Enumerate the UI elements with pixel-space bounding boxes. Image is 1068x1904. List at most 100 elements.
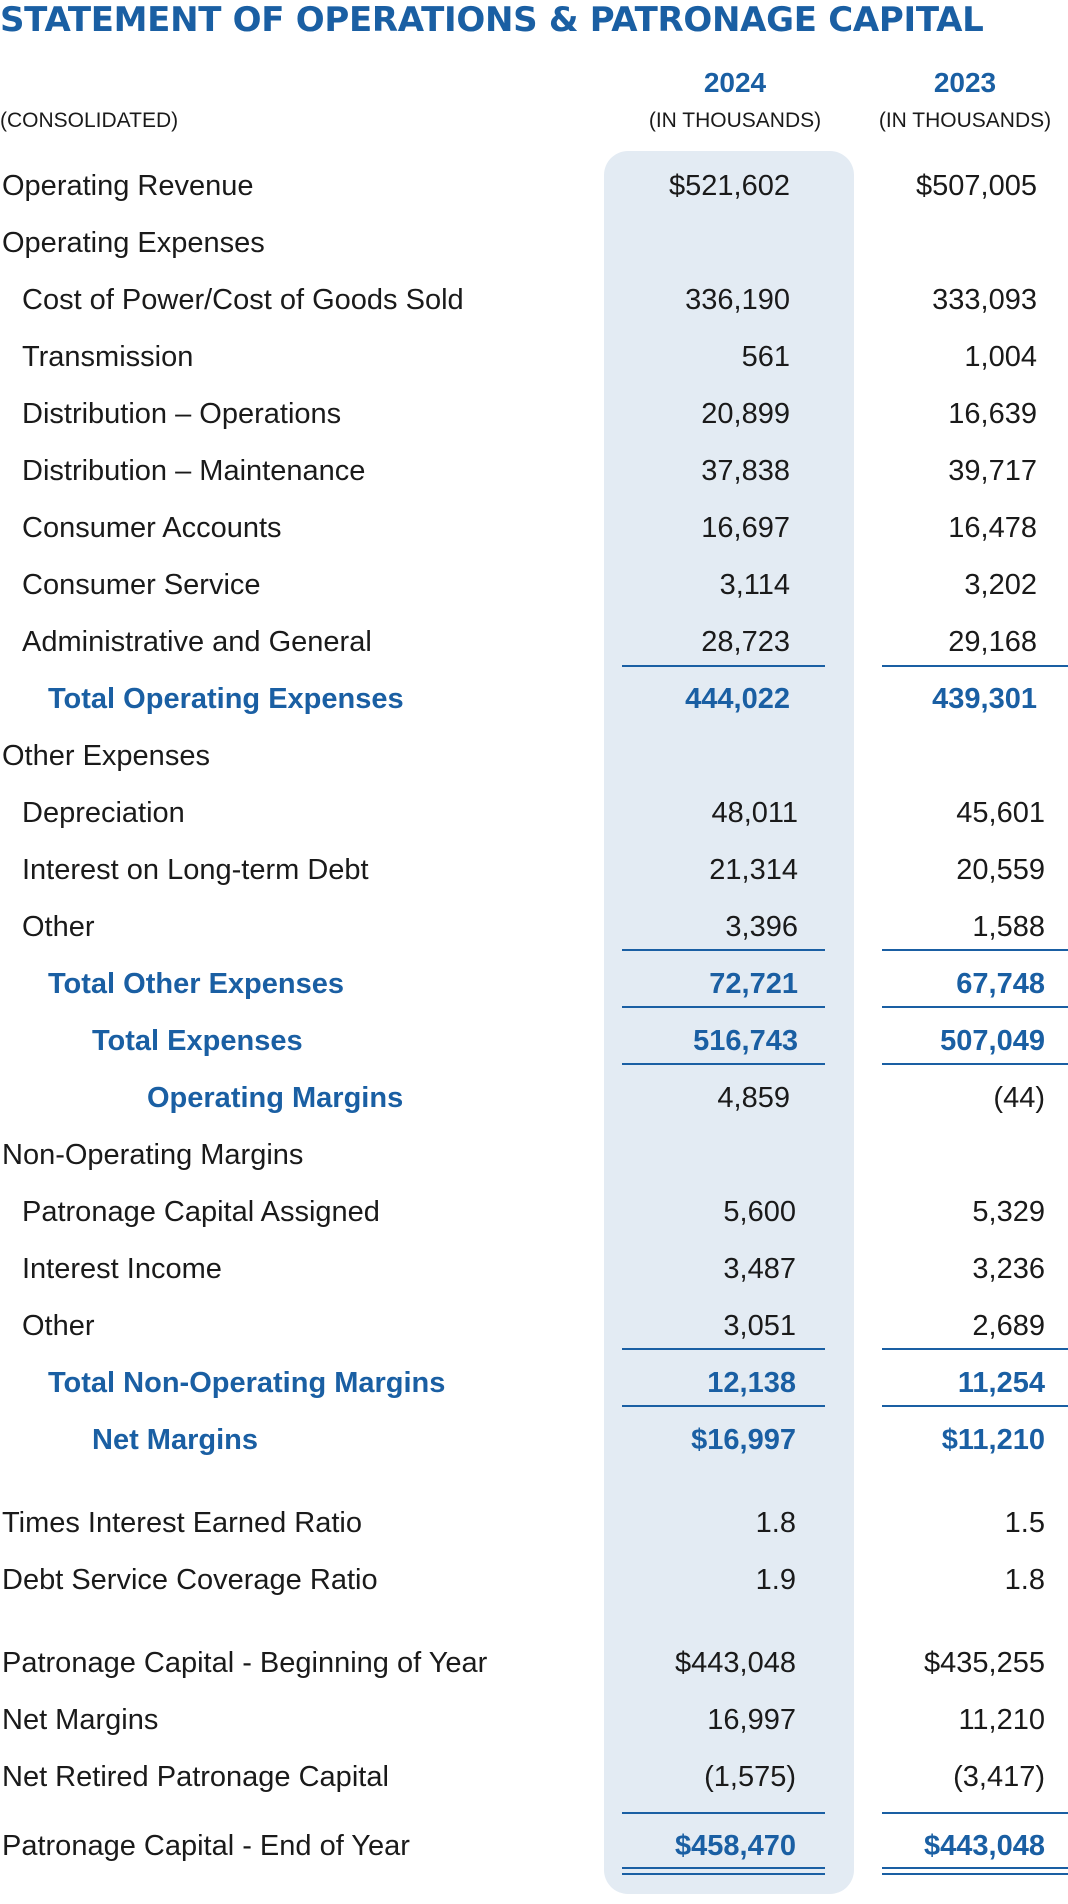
value-2024: 4,859 <box>717 1082 790 1114</box>
value-2024: 1.9 <box>755 1564 796 1596</box>
value-2024: 561 <box>741 341 790 373</box>
total-underline <box>622 1405 825 1407</box>
row-label: Total Operating Expenses <box>48 683 404 715</box>
total-underline <box>622 949 825 951</box>
unit-label-2023: (IN THOUSANDS) <box>878 109 1052 132</box>
value-2023: $507,005 <box>916 170 1037 202</box>
column-header-2023: 2023 <box>933 67 997 98</box>
value-2023: 1,004 <box>964 341 1037 373</box>
value-2024: 3,051 <box>723 1310 796 1342</box>
value-2024: 3,487 <box>723 1253 796 1285</box>
total-underline <box>622 665 825 667</box>
value-2024: 12,138 <box>707 1367 796 1399</box>
row-label: Non-Operating Margins <box>2 1139 304 1171</box>
row-label: Transmission <box>22 341 194 373</box>
row-label: Other <box>22 911 95 943</box>
value-2023: 439,301 <box>932 683 1037 715</box>
row-label: Distribution – Maintenance <box>22 455 366 487</box>
row-label: Total Non-Operating Margins <box>48 1367 446 1399</box>
total-underline <box>622 1873 825 1875</box>
value-2024: 20,899 <box>701 398 790 430</box>
row-label: Cost of Power/Cost of Goods Sold <box>22 284 464 316</box>
value-2023: 67,748 <box>956 968 1045 1000</box>
page-title: STATEMENT OF OPERATIONS & PATRONAGE CAPI… <box>0 0 984 40</box>
value-2023: 5,329 <box>972 1196 1045 1228</box>
value-2024: 37,838 <box>701 455 790 487</box>
total-underline <box>622 1812 825 1814</box>
value-2023: 2,689 <box>972 1310 1045 1342</box>
value-2023: $435,255 <box>924 1647 1045 1679</box>
value-2024 <box>590 223 790 263</box>
row-label: Distribution – Operations <box>22 398 342 430</box>
value-2024: $521,602 <box>669 170 790 202</box>
row-label: Interest Income <box>22 1253 222 1285</box>
value-2023: 1.8 <box>1004 1564 1045 1596</box>
total-underline <box>882 1348 1068 1350</box>
value-2023 <box>837 223 1037 263</box>
value-2024: 16,697 <box>701 512 790 544</box>
column-header-2024: 2024 <box>703 67 767 98</box>
value-2023: 1.5 <box>1004 1507 1045 1539</box>
value-2023: 507,049 <box>940 1025 1045 1057</box>
value-2023: 3,236 <box>972 1253 1045 1285</box>
value-2023: 20,559 <box>956 854 1045 886</box>
total-underline <box>882 949 1068 951</box>
value-2024: $443,048 <box>675 1647 796 1679</box>
row-label: Times Interest Earned Ratio <box>2 1507 362 1539</box>
row-label: Depreciation <box>22 797 185 829</box>
value-2024: 1.8 <box>755 1507 796 1539</box>
value-2023: 11,254 <box>957 1367 1045 1399</box>
unit-label-2024: (IN THOUSANDS) <box>648 109 822 132</box>
row-label: Patronage Capital - End of Year <box>2 1830 410 1862</box>
value-2024: 21,314 <box>709 854 798 886</box>
value-2023: 16,639 <box>948 398 1037 430</box>
row-label: Consumer Accounts <box>22 512 282 544</box>
value-2023: 3,202 <box>964 569 1037 601</box>
value-2023: (44) <box>993 1082 1045 1114</box>
row-label: Net Margins <box>2 1704 159 1736</box>
value-2023: 45,601 <box>956 797 1045 829</box>
value-2024: 16,997 <box>707 1704 796 1736</box>
row-label: Administrative and General <box>22 626 372 658</box>
value-2024: 516,743 <box>693 1025 798 1057</box>
value-2023: 39,717 <box>948 455 1037 487</box>
value-2023 <box>837 736 1037 776</box>
total-underline <box>622 1006 825 1008</box>
value-2024 <box>596 1135 796 1175</box>
value-2024: 5,600 <box>723 1196 796 1228</box>
value-2023: 11,210 <box>958 1704 1045 1736</box>
total-underline <box>622 1348 825 1350</box>
total-underline <box>882 1063 1068 1065</box>
value-2023: (3,417) <box>953 1761 1045 1793</box>
value-2023: 16,478 <box>948 512 1037 544</box>
row-label: Consumer Service <box>22 569 261 601</box>
total-underline <box>882 1873 1068 1875</box>
value-2023: 1,588 <box>972 911 1045 943</box>
value-2024: 444,022 <box>685 683 790 715</box>
value-2024: 72,721 <box>709 968 798 1000</box>
value-2024: 3,114 <box>719 569 790 601</box>
value-2024: 336,190 <box>685 284 790 316</box>
row-label: Net Margins <box>92 1424 258 1456</box>
value-2023: 333,093 <box>932 284 1037 316</box>
highlight-column-2024 <box>604 151 854 1894</box>
total-underline <box>882 1006 1068 1008</box>
value-2024: $458,470 <box>675 1830 796 1862</box>
row-label: Total Other Expenses <box>48 968 344 1000</box>
row-label: Other Expenses <box>2 740 210 772</box>
value-2023: $443,048 <box>924 1830 1045 1862</box>
value-2023 <box>845 1135 1045 1175</box>
value-2024: (1,575) <box>704 1761 796 1793</box>
value-2024: $16,997 <box>691 1424 796 1456</box>
value-2024: 28,723 <box>701 626 790 658</box>
row-label: Patronage Capital - Beginning of Year <box>2 1647 488 1679</box>
row-label: Debt Service Coverage Ratio <box>2 1564 378 1596</box>
value-2024 <box>590 736 790 776</box>
row-label: Operating Margins <box>147 1082 404 1114</box>
row-label: Net Retired Patronage Capital <box>2 1761 389 1793</box>
total-underline <box>622 1063 825 1065</box>
total-underline <box>882 1867 1068 1869</box>
row-label: Operating Expenses <box>2 227 265 259</box>
consolidated-label: (CONSOLIDATED) <box>0 109 179 132</box>
value-2023: 29,168 <box>948 626 1037 658</box>
